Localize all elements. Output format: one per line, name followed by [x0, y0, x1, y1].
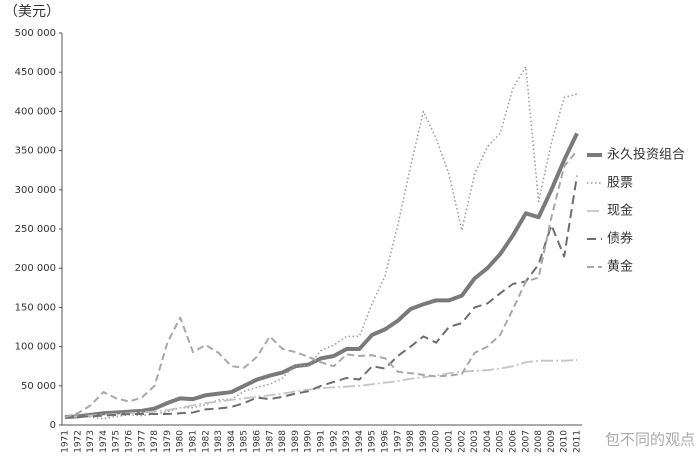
legend-label: 黄金 [607, 259, 633, 275]
x-tick-label: 2002 [457, 430, 467, 453]
x-tick-label: 1981 [189, 430, 199, 453]
x-tick-label: 2010 [560, 430, 570, 453]
watermark: 包不同的观点 [605, 431, 695, 449]
legend-label: 债券 [607, 231, 633, 247]
x-tick-label: 1999 [419, 430, 429, 453]
y-tick-label: 450 000 [15, 67, 56, 78]
x-tick-label: 1985 [240, 430, 250, 453]
x-tick-label: 1977 [137, 430, 147, 453]
x-tick-label: 2004 [483, 430, 493, 453]
x-tick-label: 1983 [214, 430, 224, 453]
x-tick-label: 1986 [253, 430, 263, 453]
x-tick-label: 1971 [61, 430, 71, 453]
legend-label: 股票 [607, 176, 633, 191]
x-tick-label: 2008 [534, 430, 544, 453]
x-tick-label: 2000 [432, 430, 442, 453]
x-tick-label: 1972 [73, 430, 83, 453]
y-tick-label: 400 000 [15, 106, 56, 117]
legend-label: 现金 [607, 203, 633, 219]
y-tick-label: 0 [50, 420, 56, 431]
x-tick-label: 1976 [125, 430, 135, 453]
y-tick-label: 350 000 [15, 146, 56, 157]
x-tick-label: 1997 [393, 430, 403, 453]
series-line [64, 359, 578, 419]
x-tick-label: 2003 [470, 430, 480, 453]
y-tick-label: 50 000 [21, 381, 56, 392]
x-tick-label: 2001 [445, 430, 455, 453]
series-line [64, 149, 578, 419]
x-tick-label: 1998 [406, 430, 416, 453]
x-tick-label: 2005 [496, 430, 506, 453]
chart-title: （美元） [4, 4, 60, 20]
x-tick-label: 1996 [381, 430, 391, 453]
y-tick-label: 150 000 [15, 302, 56, 313]
x-tick-label: 1991 [317, 430, 327, 453]
x-tick-label: 2006 [509, 430, 519, 453]
series-line [64, 65, 578, 420]
y-tick-label: 100 000 [15, 342, 56, 353]
y-tick-label: 250 000 [15, 224, 56, 235]
x-tick-label: 1987 [265, 430, 275, 453]
series-line [64, 175, 578, 419]
x-tick-label: 1995 [368, 430, 378, 453]
x-tick-label: 1982 [201, 430, 211, 453]
x-tick-label: 1993 [342, 430, 352, 453]
x-tick-label: 1989 [291, 430, 301, 453]
x-tick-label: 1973 [86, 430, 96, 453]
x-tick-label: 2009 [547, 430, 557, 453]
x-tick-label: 2007 [521, 430, 531, 453]
y-tick-label: 200 000 [15, 263, 56, 274]
y-tick-label: 300 000 [15, 185, 56, 196]
x-tick-label: 1978 [150, 430, 160, 453]
x-tick-label: 1992 [329, 430, 339, 453]
x-tick-label: 1974 [99, 430, 109, 453]
x-tick-label: 2011 [573, 430, 583, 453]
x-tick-label: 1994 [355, 430, 365, 453]
y-tick-label: 500 000 [15, 28, 56, 39]
x-tick-label: 1984 [227, 430, 237, 453]
x-tick-label: 1979 [163, 430, 173, 453]
x-tick-label: 1980 [176, 430, 186, 453]
x-tick-label: 1988 [278, 430, 288, 453]
series-line [64, 132, 579, 420]
x-tick-label: 1975 [112, 430, 122, 453]
x-tick-label: 1990 [304, 430, 314, 453]
legend-label: 永久投资组合 [607, 147, 685, 163]
